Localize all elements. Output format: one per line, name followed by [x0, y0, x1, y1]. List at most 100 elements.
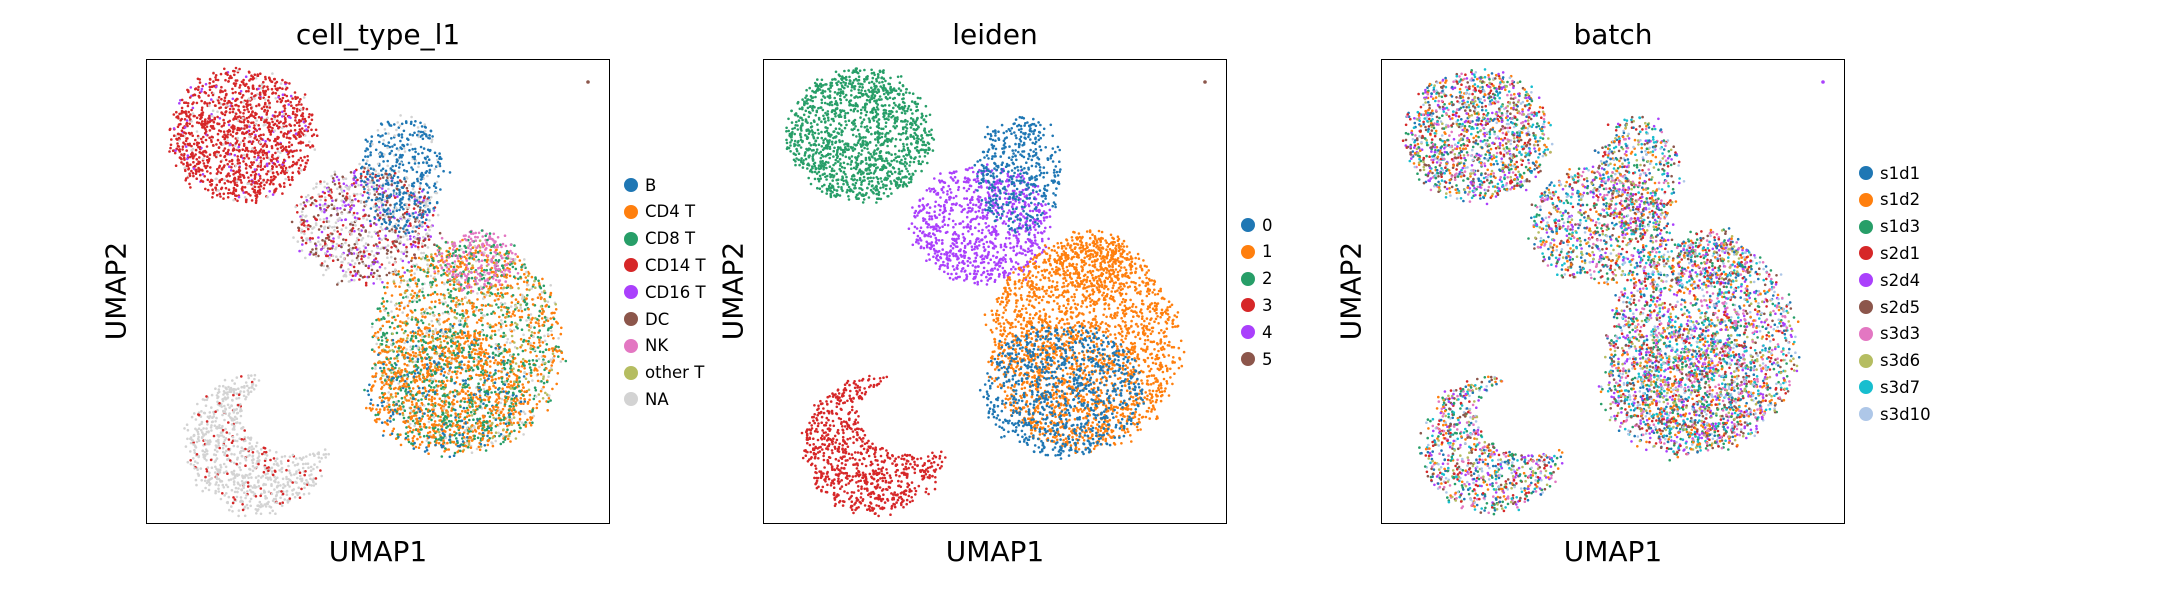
scatter-point — [448, 336, 451, 339]
scatter-point — [310, 231, 314, 235]
scatter-point — [309, 146, 312, 149]
scatter-point — [406, 189, 410, 193]
scatter-point — [242, 176, 246, 179]
scatter-point — [280, 165, 283, 169]
scatter-point — [252, 121, 255, 124]
scatter-point — [472, 258, 476, 261]
scatter-point — [314, 251, 318, 255]
scatter-point — [428, 219, 431, 222]
scatter-point — [415, 300, 419, 304]
scatter-point — [228, 165, 231, 169]
scatter-point — [430, 300, 434, 304]
scatter-point — [349, 263, 352, 266]
scatter-point — [324, 198, 327, 202]
scatter-point — [430, 138, 434, 141]
scatter-point — [402, 279, 406, 282]
scatter-point — [518, 419, 522, 423]
scatter-point — [410, 315, 414, 319]
scatter-point — [430, 164, 433, 167]
scatter-point — [492, 416, 496, 420]
scatter-point — [407, 231, 411, 234]
scatter-point — [330, 239, 333, 243]
scatter-point — [250, 106, 253, 110]
scatter-point — [477, 445, 481, 449]
scatter-point — [240, 96, 244, 99]
scatter-point — [530, 275, 534, 279]
scatter-point — [305, 239, 309, 242]
scatter-point — [438, 164, 442, 168]
scatter-point — [453, 430, 456, 434]
scatter-point — [497, 321, 501, 325]
scatter-point — [551, 356, 555, 360]
scatter-point — [231, 130, 235, 134]
scatter-point — [211, 192, 215, 195]
scatter-point — [547, 360, 550, 364]
scatter-point — [532, 283, 535, 287]
scatter-point — [399, 257, 403, 261]
scatter-point — [551, 352, 555, 356]
scatter-point — [496, 288, 500, 291]
scatter-point — [374, 367, 377, 371]
scatter-point — [234, 188, 238, 192]
scatter-point — [547, 347, 551, 351]
scatter-point — [550, 333, 554, 337]
scatter-point — [212, 151, 216, 155]
scatter-point — [375, 187, 378, 190]
scatter-point — [468, 405, 472, 409]
scatter-point — [235, 97, 239, 101]
scatter-point — [445, 376, 448, 379]
scatter-point — [185, 112, 188, 116]
scatter-point — [455, 372, 458, 376]
scatter-point — [541, 397, 545, 400]
scatter-point — [350, 248, 353, 252]
scatter-point — [198, 81, 202, 84]
scatter-point — [289, 137, 292, 140]
scatter-point — [353, 262, 357, 265]
scatter-point — [247, 157, 251, 160]
scatter-point — [382, 174, 386, 177]
scatter-point — [291, 106, 295, 110]
scatter-point — [408, 299, 412, 303]
scatter-point — [428, 201, 432, 205]
scatter-point — [540, 380, 543, 383]
scatter-point — [522, 280, 526, 284]
scatter-point — [215, 153, 219, 157]
scatter-point — [194, 148, 198, 152]
scatter-point — [438, 317, 441, 321]
scatter-point — [403, 362, 407, 366]
scatter-point — [410, 273, 413, 277]
scatter-point — [395, 227, 398, 230]
scatter-point — [285, 136, 289, 139]
scatter-point — [406, 238, 409, 241]
scatter-point — [511, 391, 515, 395]
scatter-point — [307, 224, 310, 227]
scatter-point — [444, 310, 447, 314]
scatter-point — [250, 150, 254, 153]
scatter-point — [507, 383, 510, 386]
scatter-point — [183, 158, 186, 161]
scatter-point — [488, 385, 491, 389]
scatter-point — [529, 325, 533, 328]
scatter-point — [430, 140, 434, 144]
scatter-point — [259, 165, 262, 168]
scatter-point — [503, 401, 507, 404]
scatter-point — [434, 327, 438, 331]
scatter-point — [438, 231, 442, 235]
scatter-point — [393, 357, 396, 360]
scatter-point — [413, 236, 417, 240]
scatter-point — [222, 149, 225, 153]
scatter-point — [386, 256, 389, 259]
scatter-point — [168, 150, 171, 153]
scatter-point — [387, 179, 390, 182]
scatter-point — [537, 322, 540, 325]
scatter-point — [386, 212, 389, 216]
scatter-point — [433, 275, 436, 279]
scatter-point — [476, 436, 480, 440]
scatter-point — [417, 135, 421, 139]
scatter-point — [439, 415, 442, 419]
scatter-point — [415, 170, 419, 174]
scatter-point — [474, 259, 478, 263]
scatter-point — [417, 165, 420, 169]
scatter-point — [543, 320, 546, 324]
scatter-point — [531, 347, 535, 351]
